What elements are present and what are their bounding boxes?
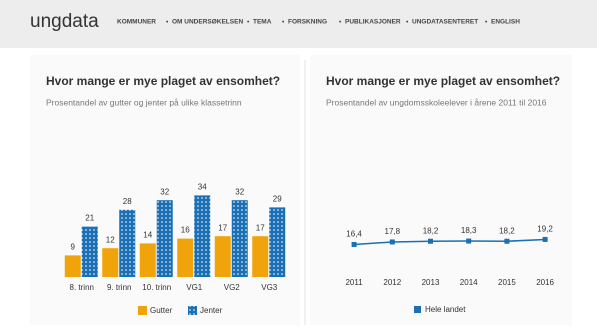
chart-title: Hvor mange er mye plaget av ensomhet? — [326, 74, 560, 88]
legend-swatch — [188, 306, 197, 315]
legend-swatch — [138, 306, 147, 315]
x-tick-label: 2012 — [383, 278, 401, 287]
nav-link[interactable]: PUBLIKASJONER — [345, 19, 401, 26]
legend-label[interactable]: Hele landet — [425, 305, 466, 314]
data-label: 17 — [218, 223, 227, 232]
data-label: 16,4 — [346, 230, 362, 239]
nav-separator: • — [339, 19, 342, 26]
x-tick-label: 2014 — [460, 278, 478, 287]
data-label: 18,2 — [423, 226, 439, 235]
data-label: 21 — [85, 214, 94, 223]
x-tick-label: 2011 — [345, 278, 363, 287]
nav-link[interactable]: KOMMUNER — [117, 19, 156, 26]
data-label: 18,2 — [499, 226, 515, 235]
nav-separator: • — [485, 19, 488, 26]
nav-link[interactable]: OM UNDERSØKELSEN — [172, 19, 243, 26]
bar — [252, 236, 269, 277]
data-label: 18,3 — [461, 226, 477, 235]
bar — [194, 195, 211, 277]
bar — [81, 226, 98, 277]
x-tick-label: VG1 — [186, 283, 203, 292]
bar — [214, 236, 231, 277]
point — [351, 241, 357, 247]
nav-link[interactable]: UNGDATASENTERET — [412, 19, 478, 26]
point — [466, 238, 472, 244]
legend-label[interactable]: Gutter — [150, 306, 173, 315]
line — [354, 238, 546, 246]
point — [504, 238, 510, 244]
bar — [64, 255, 81, 277]
data-label: 17,8 — [385, 227, 401, 236]
x-tick-label: 8. trinn — [70, 283, 94, 292]
right-panel — [310, 55, 572, 325]
left-panel — [30, 55, 300, 325]
bar — [119, 209, 136, 277]
x-tick-label: 10. trinn — [142, 283, 171, 292]
nav-separator: • — [166, 19, 169, 26]
header-bar — [0, 0, 597, 48]
bar — [102, 248, 119, 277]
data-label: 28 — [123, 197, 132, 206]
data-label: 17 — [256, 223, 265, 232]
data-label: 9 — [71, 243, 76, 252]
data-label: 32 — [160, 187, 169, 196]
bar — [156, 200, 173, 277]
bar — [269, 207, 286, 277]
data-label: 29 — [273, 195, 282, 204]
data-label: 14 — [143, 231, 152, 240]
x-tick-label: 9. trinn — [107, 283, 131, 292]
bar — [231, 200, 248, 277]
x-tick-label: VG3 — [261, 283, 278, 292]
point — [428, 238, 433, 244]
x-tick-label: 2016 — [536, 278, 554, 287]
data-label: 19,2 — [537, 225, 553, 234]
chart-title: Hvor mange er mye plaget av ensomhet? — [46, 74, 280, 88]
chart-subtitle: Prosentandel av gutter og jenter på ulik… — [46, 97, 242, 107]
legend-label[interactable]: Jenter — [200, 306, 223, 315]
point — [389, 239, 395, 245]
x-tick-label: 2015 — [498, 278, 516, 287]
x-tick-label: VG2 — [224, 283, 241, 292]
data-label: 34 — [198, 183, 207, 192]
nav-link[interactable]: TEMA — [253, 19, 272, 26]
nav-separator: • — [406, 19, 409, 26]
x-tick-label: 2013 — [422, 278, 440, 287]
bar — [177, 238, 194, 277]
data-label: 32 — [235, 187, 244, 196]
point — [542, 236, 548, 242]
bar — [139, 243, 156, 277]
chart-subtitle: Prosentandel av ungdomsskoleelever i åre… — [326, 97, 547, 107]
data-label: 12 — [106, 235, 115, 244]
nav-separator: • — [247, 19, 250, 26]
nav-link[interactable]: FORSKNING — [288, 19, 327, 26]
data-label: 16 — [181, 226, 190, 235]
nav-link[interactable]: ENGLISH — [491, 19, 520, 26]
nav-separator: • — [282, 19, 285, 26]
legend-swatch — [414, 306, 421, 313]
logo[interactable]: ungdata — [30, 11, 99, 32]
